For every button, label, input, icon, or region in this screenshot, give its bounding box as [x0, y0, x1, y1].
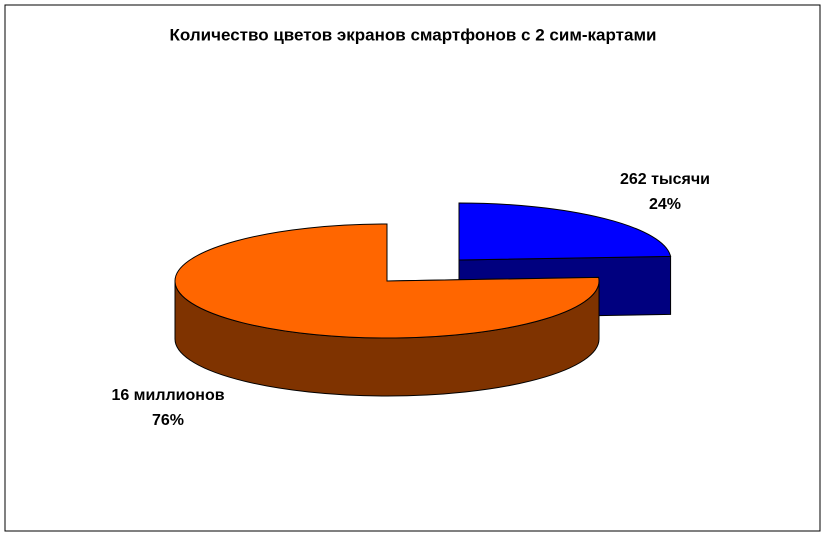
slice-value-label: 24%	[649, 196, 681, 213]
slice-label: 16 миллионов	[111, 387, 224, 404]
slice-value-label: 76%	[152, 412, 184, 429]
slice	[174, 223, 600, 339]
chart-title: Количество цветов экранов смартфонов с 2…	[170, 25, 657, 44]
chart-border	[4, 4, 821, 532]
slice	[458, 202, 672, 261]
slice-label: 262 тысячи	[620, 171, 710, 188]
